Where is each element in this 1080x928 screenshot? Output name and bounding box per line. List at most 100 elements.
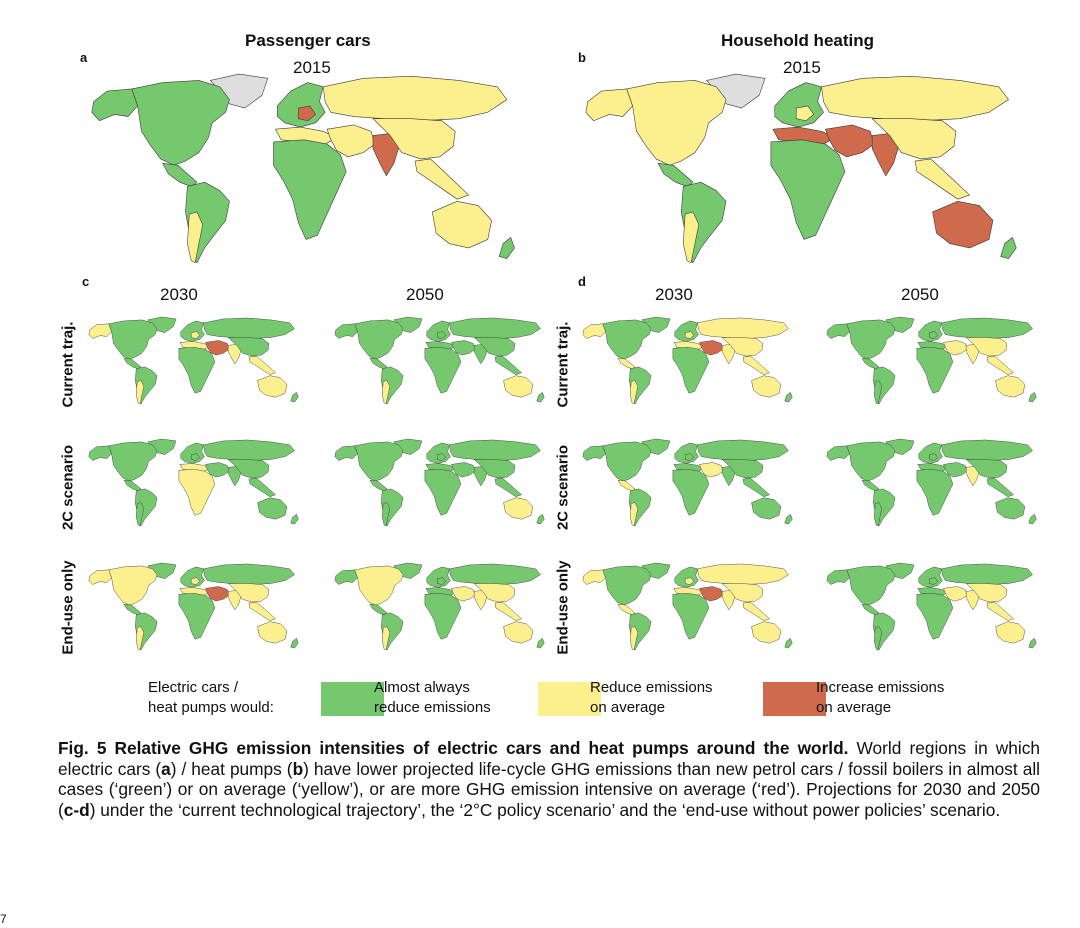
caption-text-4: ) under the ‘current technological traje… [89,799,1001,820]
region-au [257,375,288,398]
region-sea [742,601,770,621]
region-ma [425,587,457,596]
caption-text-1: World regions in which electric cars ( [58,738,1040,779]
region-eu_c [190,453,200,461]
region-sa_south [136,502,145,527]
region-me [699,586,724,602]
row-label-2c-c: 2C scenario [59,444,77,531]
region-eu_c [436,453,446,461]
region-eu_c [436,331,446,339]
region-ru [203,563,295,585]
panel-letter-c: c [82,274,90,289]
region-alaska [826,445,850,461]
region-cn [227,337,270,357]
region-me [205,340,230,356]
region-af [916,593,954,640]
row-label-enduse-c: End-use only [59,560,77,655]
region-alaska [91,88,138,122]
region-cn [721,583,764,603]
legend-lead-line2: heat pumps would: [148,699,274,716]
region-ru [203,439,295,461]
legend-swatch-green [321,682,384,716]
region-sea [248,601,276,621]
region-na [354,565,404,606]
region-nz [498,237,515,259]
region-eu_c [298,105,316,122]
row-label-enduse-d: End-use only [554,560,572,655]
region-alaska [826,323,850,339]
panel-c-year-2030: 2030 [160,285,198,304]
region-ma [179,463,211,472]
region-au [995,375,1026,398]
region-cn [227,583,270,603]
region-nz [784,514,793,525]
region-ma [673,463,705,472]
region-ca [123,479,142,492]
region-nz [784,638,793,649]
region-sa_south [630,380,639,405]
region-alaska [334,323,358,339]
region-eu_c [684,577,694,585]
world-map-d-2050-enduse [826,562,1037,651]
panel-a-year: 2015 [293,58,331,77]
region-sea [248,477,276,497]
region-eu_c [928,331,938,339]
region-na [108,441,158,482]
region-au [995,621,1026,644]
region-ma [275,126,337,145]
region-alaska [582,323,606,339]
region-ca [123,603,142,616]
region-au [257,621,288,644]
region-ma [179,587,211,596]
region-eu_c [928,453,938,461]
region-na [626,80,727,166]
region-alaska [88,323,112,339]
region-sa_south [682,211,700,264]
legend-red-line2: on average [816,699,892,716]
caption-ref-b: b [292,758,304,779]
region-ca [617,479,636,492]
region-eu [426,566,451,588]
region-ca [861,603,880,616]
region-sea [986,601,1014,621]
region-ru [322,75,508,122]
region-au [995,497,1026,520]
caption-ref-a: a [161,758,171,779]
region-eu [918,566,943,588]
row-label-current-c: Current traj. [59,321,77,408]
region-ca [162,162,198,187]
region-af [273,139,347,240]
region-na [602,441,652,482]
legend-item-yellow: Reduce emissions on average [590,678,713,718]
region-sa_south [874,626,883,651]
region-alaska [585,88,633,122]
region-eu_c [190,577,200,585]
caption-fig-label: Fig. 5 Relative GHG emission intensities… [58,738,849,758]
region-sa_south [136,626,145,651]
region-af [424,593,462,640]
region-af [424,469,462,516]
region-nz [536,638,545,649]
region-au [503,497,534,520]
region-sa_south [874,380,883,405]
region-ru [941,317,1033,339]
region-au [751,621,782,644]
region-af [672,469,710,516]
region-eu [180,320,205,342]
region-cn [721,459,764,479]
region-ca [861,357,880,370]
region-sea [742,355,770,375]
region-af [424,347,462,394]
region-nz [536,514,545,525]
world-map-d-2050-2c [826,438,1037,527]
legend-green-line1: Almost always [374,679,470,696]
region-me [326,124,376,158]
region-nz [1028,392,1037,403]
region-nz [290,638,299,649]
region-au [932,200,994,249]
region-ru [697,317,789,339]
region-ma [917,341,949,350]
region-eu [180,442,205,464]
world-map-c-2050-enduse [334,562,545,651]
region-sea [494,477,522,497]
